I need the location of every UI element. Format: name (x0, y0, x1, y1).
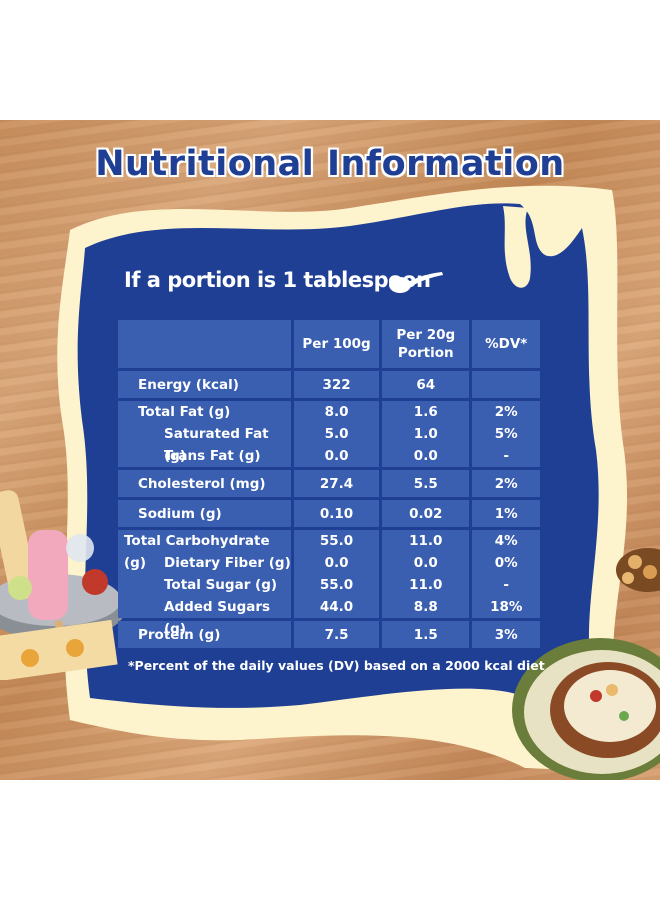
cholesterol-per100: 27.4 (294, 470, 380, 497)
carb-per20: 11.0 0.0 11.0 8.8 (382, 530, 470, 618)
pizza-plate-image (512, 548, 660, 780)
cholesterol-per20: 5.5 (382, 470, 470, 497)
total-fat-label: Total Fat (g) (138, 404, 231, 420)
dietary-fiber-dv: 0% (494, 555, 518, 571)
dv-footnote: *Percent of the daily values (DV) based … (128, 658, 545, 673)
saturated-fat-per100: 5.0 (324, 426, 349, 442)
saturated-fat-per20: 1.0 (413, 426, 438, 442)
energy-dv (472, 371, 540, 398)
carb-labels: Total Carbohydrate (g) Dietary Fiber (g)… (118, 530, 291, 637)
spoon-icon (389, 272, 443, 293)
total-carb-per20: 11.0 (409, 533, 443, 549)
header-per-100g: Per 100g (294, 320, 380, 368)
portion-subtitle: If a portion is 1 tablespoon (124, 268, 431, 292)
wood-background: Nutritional Information If a portion is … (0, 120, 660, 780)
header-per-20g: Per 20g Portion (382, 320, 470, 368)
total-sugar-per20: 11.0 (409, 577, 443, 593)
header-per-100g-text: Per 100g (302, 336, 371, 352)
sodium-per100: 0.10 (294, 500, 380, 527)
table-row-energy: Energy (kcal) 322 64 (118, 371, 540, 398)
trans-fat-label: Trans Fat (g) (164, 448, 261, 464)
header-dv: %DV* (472, 320, 540, 368)
sodium-dv: 1% (472, 500, 540, 527)
table-row-cholesterol: Cholesterol (mg) 27.4 5.5 2% (118, 470, 540, 497)
sodium-per20: 0.02 (382, 500, 470, 527)
energy-per20: 64 (382, 371, 470, 398)
protein-per20: 1.5 (382, 621, 470, 648)
page-title: Nutritional Information (95, 144, 565, 184)
table-row-sodium: Sodium (g) 0.10 0.02 1% (118, 500, 540, 527)
saturated-fat-dv: 5% (494, 426, 518, 442)
total-carb-label: Total Carbohydrate (g) (124, 533, 270, 571)
cream-drip (503, 206, 531, 288)
carb-per100: 55.0 0.0 55.0 44.0 (294, 530, 380, 618)
sodium-label: Sodium (g) (118, 500, 291, 527)
trans-fat-per20: 0.0 (413, 448, 438, 464)
added-sugars-per20: 8.8 (413, 599, 438, 615)
table-row-carb-group: Total Carbohydrate (g) Dietary Fiber (g)… (118, 530, 540, 637)
header-portion-text: Portion (397, 345, 454, 361)
header-row: Per 100g Per 20g Portion %DV* (118, 320, 540, 368)
nutrition-table: Per 100g Per 20g Portion %DV* Energy (kca… (115, 317, 543, 651)
saturated-fat-label: Saturated Fat (g) (164, 426, 269, 464)
fat-labels: Total Fat (g) Saturated Fat (g) Trans Fa… (118, 401, 291, 467)
protein-per100: 7.5 (294, 621, 380, 648)
table-row-protein: Protein (g) 7.5 1.5 3% (118, 621, 540, 648)
fat-per20: 1.6 1.0 0.0 (382, 401, 470, 467)
header-dv-text: %DV* (485, 336, 528, 352)
energy-per100: 322 (294, 371, 380, 398)
dietary-fiber-per100: 0.0 (324, 555, 349, 571)
carb-dv: 4% 0% - 18% (472, 530, 540, 618)
total-fat-dv: 2% (494, 404, 518, 420)
added-sugars-per100: 44.0 (319, 599, 354, 615)
total-sugar-dv: - (503, 577, 510, 593)
popsicle-bowl-image (0, 490, 125, 680)
protein-label: Protein (g) (118, 621, 291, 648)
dietary-fiber-per20: 0.0 (413, 555, 438, 571)
cholesterol-label: Cholesterol (mg) (118, 470, 291, 497)
fat-per100: 8.0 5.0 0.0 (294, 401, 380, 467)
total-fat-per100: 8.0 (324, 404, 349, 420)
total-carb-per100: 55.0 (319, 533, 354, 549)
total-sugar-per100: 55.0 (319, 577, 354, 593)
trans-fat-dv: - (503, 448, 510, 464)
total-sugar-label: Total Sugar (g) (164, 577, 278, 593)
cholesterol-dv: 2% (472, 470, 540, 497)
header-empty-cell (118, 320, 291, 368)
header-per-20g-text: Per 20g (396, 327, 456, 343)
fat-dv: 2% 5% - (472, 401, 540, 467)
added-sugars-dv: 18% (490, 599, 523, 615)
protein-dv: 3% (472, 621, 540, 648)
total-carb-dv: 4% (494, 533, 518, 549)
table-row-fat-group: Total Fat (g) Saturated Fat (g) Trans Fa… (118, 401, 540, 467)
total-fat-per20: 1.6 (413, 404, 438, 420)
added-sugars-label: Added Sugars (g) (164, 599, 271, 637)
dietary-fiber-label: Dietary Fiber (g) (164, 555, 291, 571)
trans-fat-per100: 0.0 (324, 448, 349, 464)
energy-label: Energy (kcal) (118, 371, 291, 398)
